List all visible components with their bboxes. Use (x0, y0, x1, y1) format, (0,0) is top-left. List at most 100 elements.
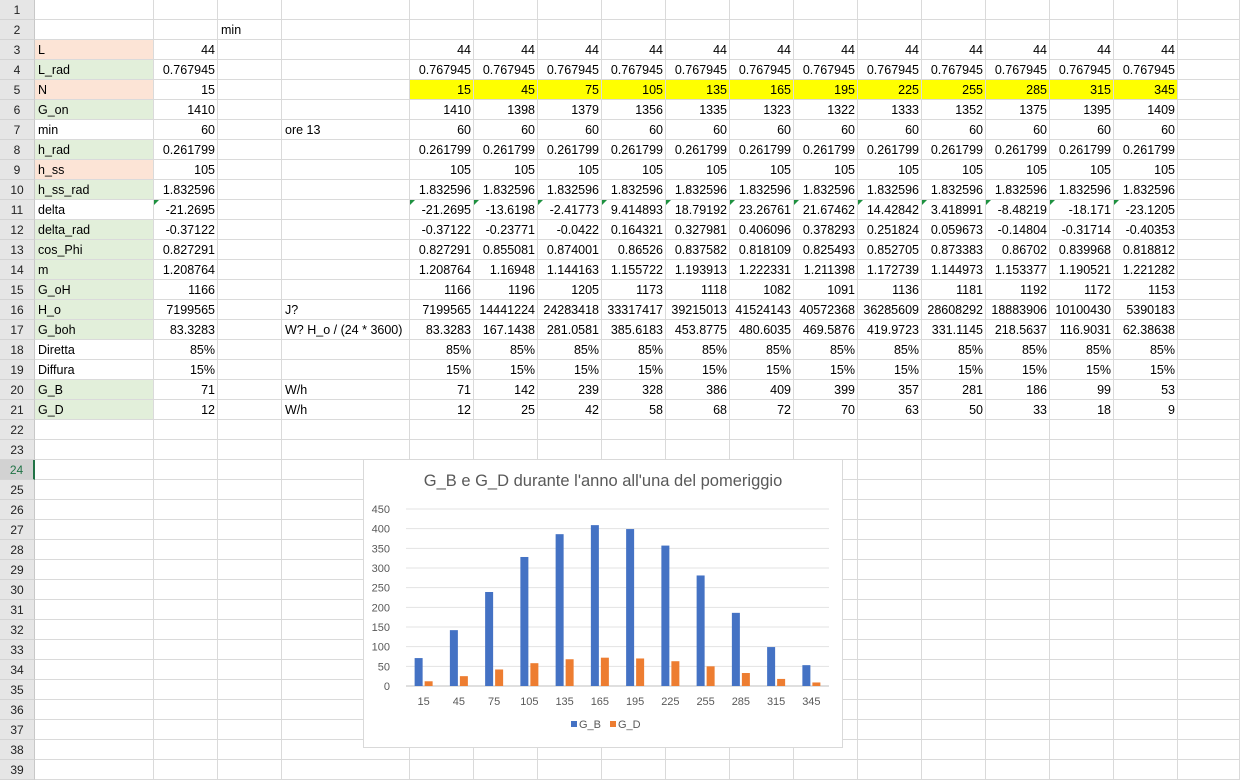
data-cell[interactable]: 0.767945 (858, 60, 922, 80)
empty-cell[interactable] (218, 60, 282, 80)
value-cell[interactable]: 44 (154, 40, 218, 60)
empty-cell[interactable] (1050, 500, 1114, 520)
data-cell[interactable]: 18.79192 (666, 200, 730, 220)
row-header[interactable]: 19 (0, 360, 35, 380)
row-header[interactable]: 9 (0, 160, 35, 180)
empty-cell[interactable] (1114, 680, 1178, 700)
empty-cell[interactable] (922, 460, 986, 480)
empty-cell[interactable] (1178, 60, 1240, 80)
empty-cell[interactable] (154, 420, 218, 440)
empty-cell[interactable] (538, 760, 602, 780)
empty-cell[interactable] (666, 420, 730, 440)
value-cell[interactable]: -21.2695 (154, 200, 218, 220)
data-cell[interactable]: 33317417 (602, 300, 666, 320)
data-cell[interactable]: 85% (794, 340, 858, 360)
row-header[interactable]: 24 (0, 460, 35, 480)
data-cell[interactable]: 75 (538, 80, 602, 100)
empty-cell[interactable] (602, 440, 666, 460)
row-header[interactable]: 33 (0, 640, 35, 660)
empty-cell[interactable] (858, 560, 922, 580)
data-cell[interactable]: 0.837582 (666, 240, 730, 260)
data-cell[interactable]: 386 (666, 380, 730, 400)
row-header[interactable]: 10 (0, 180, 35, 200)
empty-cell[interactable] (1050, 20, 1114, 40)
empty-cell[interactable] (1178, 200, 1240, 220)
empty-cell[interactable] (602, 760, 666, 780)
empty-cell[interactable] (986, 600, 1050, 620)
empty-cell[interactable] (1050, 660, 1114, 680)
empty-cell[interactable] (794, 740, 858, 760)
row-header[interactable]: 5 (0, 80, 35, 100)
data-cell[interactable]: 281 (922, 380, 986, 400)
data-cell[interactable]: 0.378293 (794, 220, 858, 240)
empty-cell[interactable] (410, 760, 474, 780)
empty-cell[interactable] (986, 520, 1050, 540)
data-cell[interactable]: 0.767945 (922, 60, 986, 80)
row-header[interactable]: 23 (0, 440, 35, 460)
empty-cell[interactable] (986, 720, 1050, 740)
empty-cell[interactable] (858, 680, 922, 700)
empty-cell[interactable] (858, 460, 922, 480)
label-cell[interactable]: G_oH (35, 280, 154, 300)
row-header[interactable]: 36 (0, 700, 35, 720)
data-cell[interactable]: 44 (986, 40, 1050, 60)
data-cell[interactable]: 15% (666, 360, 730, 380)
empty-cell[interactable] (1114, 540, 1178, 560)
data-cell[interactable]: 1379 (538, 100, 602, 120)
empty-cell[interactable] (282, 760, 410, 780)
empty-cell[interactable] (282, 0, 410, 20)
data-cell[interactable]: 24283418 (538, 300, 602, 320)
data-cell[interactable]: -23.1205 (1114, 200, 1178, 220)
value-cell[interactable]: 7199565 (154, 300, 218, 320)
row-header[interactable]: 4 (0, 60, 35, 80)
data-cell[interactable]: 15% (730, 360, 794, 380)
data-cell[interactable]: 21.67462 (794, 200, 858, 220)
data-cell[interactable]: 40572368 (794, 300, 858, 320)
data-cell[interactable]: 1181 (922, 280, 986, 300)
note-cell[interactable] (282, 280, 410, 300)
data-cell[interactable]: 1.208764 (410, 260, 474, 280)
data-cell[interactable]: 71 (410, 380, 474, 400)
empty-cell[interactable] (218, 760, 282, 780)
row-header[interactable]: 2 (0, 20, 35, 40)
empty-cell[interactable] (666, 760, 730, 780)
empty-cell[interactable] (154, 620, 218, 640)
empty-cell[interactable] (858, 640, 922, 660)
label-cell[interactable]: G_B (35, 380, 154, 400)
data-cell[interactable]: 1.832596 (666, 180, 730, 200)
row-header[interactable]: 3 (0, 40, 35, 60)
row-header[interactable]: 30 (0, 580, 35, 600)
empty-cell[interactable] (1178, 720, 1240, 740)
data-cell[interactable]: 15% (602, 360, 666, 380)
empty-cell[interactable] (154, 680, 218, 700)
empty-cell[interactable] (858, 620, 922, 640)
empty-cell[interactable] (922, 420, 986, 440)
empty-cell[interactable] (1050, 440, 1114, 460)
empty-cell[interactable] (35, 620, 154, 640)
data-cell[interactable]: 60 (1050, 120, 1114, 140)
data-cell[interactable]: 1323 (730, 100, 794, 120)
empty-cell[interactable] (1114, 560, 1178, 580)
label-cell[interactable]: Diretta (35, 340, 154, 360)
empty-cell[interactable] (986, 740, 1050, 760)
empty-cell[interactable] (986, 460, 1050, 480)
empty-cell[interactable] (410, 420, 474, 440)
empty-cell[interactable] (1114, 440, 1178, 460)
data-cell[interactable]: -21.2695 (410, 200, 474, 220)
empty-cell[interactable] (986, 500, 1050, 520)
data-cell[interactable]: 44 (538, 40, 602, 60)
data-cell[interactable]: 42 (538, 400, 602, 420)
data-cell[interactable]: -18.171 (1050, 200, 1114, 220)
value-cell[interactable]: 85% (154, 340, 218, 360)
row-header[interactable]: 6 (0, 100, 35, 120)
row-header[interactable]: 20 (0, 380, 35, 400)
empty-cell[interactable] (1050, 520, 1114, 540)
empty-cell[interactable] (1114, 460, 1178, 480)
data-cell[interactable]: 60 (474, 120, 538, 140)
empty-cell[interactable] (922, 740, 986, 760)
row-header[interactable]: 28 (0, 540, 35, 560)
row-header[interactable]: 17 (0, 320, 35, 340)
data-cell[interactable]: 167.1438 (474, 320, 538, 340)
data-cell[interactable]: 44 (1050, 40, 1114, 60)
data-cell[interactable]: 45 (474, 80, 538, 100)
